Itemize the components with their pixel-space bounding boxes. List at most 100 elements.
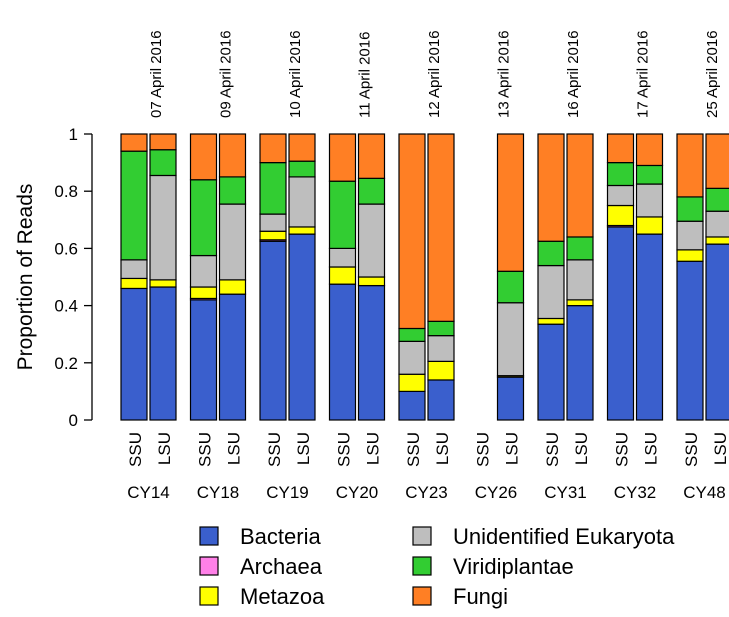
- bar-segment-viridiplantae: [705, 187, 729, 212]
- bar-segment-metazoa: [259, 230, 287, 241]
- bar-segment-unidentified-eukaryota: [120, 259, 148, 280]
- date-label: 12 April 2016: [426, 30, 443, 118]
- site-label: CY20: [336, 483, 379, 502]
- bar-segment-fungi: [149, 133, 177, 151]
- bar-segment-metazoa: [635, 216, 664, 235]
- date-label: 17 April 2016: [635, 30, 652, 118]
- bar-segment-fungi: [537, 133, 565, 242]
- bar-segment-metazoa: [218, 279, 247, 295]
- bar-segment-metazoa: [676, 249, 704, 262]
- bar-segment-unidentified-eukaryota: [566, 259, 594, 301]
- date-label: 11 April 2016: [357, 32, 374, 118]
- site-label: CY19: [266, 483, 309, 502]
- site-label: CY31: [544, 483, 587, 502]
- bar-segment-metazoa: [427, 360, 455, 381]
- bar-segment-unidentified-eukaryota: [218, 203, 247, 281]
- bar-segment-viridiplantae: [149, 149, 177, 177]
- site-label: CY23: [405, 483, 448, 502]
- legend-label-archaea: Archaea: [240, 554, 323, 579]
- bar-segment-viridiplantae: [676, 196, 704, 222]
- bar-segment-unidentified-eukaryota: [635, 183, 664, 218]
- bar-segment-fungi: [566, 133, 594, 238]
- bar-label: LSU: [225, 432, 244, 465]
- bar-segment-viridiplantae: [259, 162, 287, 215]
- bar-segment-unidentified-eukaryota: [149, 174, 177, 281]
- legend-label-fungi: Fungi: [453, 584, 508, 609]
- bar-segment-viridiplantae: [496, 270, 525, 304]
- legend-label-bacteria: Bacteria: [240, 524, 321, 549]
- bar-segment-unidentified-eukaryota: [357, 203, 386, 278]
- bar-segment-metazoa: [189, 286, 218, 300]
- bar-segment-unidentified-eukaryota: [606, 184, 635, 207]
- bar-segment-bacteria: [676, 260, 704, 421]
- bar-segment-bacteria: [189, 299, 218, 421]
- site-label: CY32: [614, 483, 657, 502]
- bar-segment-fungi: [635, 133, 664, 167]
- bar-label: SSU: [404, 432, 423, 467]
- bar-segment-bacteria: [357, 284, 386, 421]
- bar-segment-bacteria: [120, 287, 148, 421]
- bar-segment-viridiplantae: [357, 177, 386, 205]
- bar-segment-bacteria: [606, 226, 635, 421]
- bar-segment-unidentified-eukaryota: [676, 220, 704, 251]
- bar-segment-unidentified-eukaryota: [328, 247, 357, 268]
- bar-segment-fungi: [705, 133, 729, 189]
- bar-segment-bacteria: [537, 323, 565, 421]
- bar-segment-viridiplantae: [189, 179, 218, 257]
- y-tick-label: 0.2: [54, 354, 78, 373]
- bar-segment-metazoa: [288, 226, 316, 235]
- bar-label: SSU: [613, 432, 632, 467]
- bar-segment-viridiplantae: [537, 240, 565, 267]
- legend-swatch-metazoa: [199, 586, 219, 606]
- bar-label: SSU: [474, 432, 493, 467]
- bar-segment-bacteria: [398, 390, 426, 421]
- bar-label: SSU: [126, 432, 145, 467]
- bar-segment-bacteria: [288, 233, 316, 421]
- bar-segment-fungi: [120, 133, 148, 152]
- date-label: 16 April 2016: [565, 30, 582, 118]
- bar-segment-viridiplantae: [120, 150, 148, 261]
- bar-segment-viridiplantae: [398, 327, 426, 342]
- bar-segment-metazoa: [606, 204, 635, 227]
- bar-segment-unidentified-eukaryota: [189, 254, 218, 288]
- bar-segment-fungi: [328, 133, 357, 182]
- bar-segment-fungi: [427, 133, 455, 322]
- bar-segment-unidentified-eukaryota: [259, 213, 287, 232]
- legend-swatch-bacteria: [199, 526, 219, 546]
- bar-segment-metazoa: [398, 373, 426, 392]
- site-label: CY14: [127, 483, 170, 502]
- date-label: 07 April 2016: [148, 30, 165, 118]
- bar-segment-unidentified-eukaryota: [288, 176, 316, 228]
- bar-label: LSU: [642, 432, 661, 465]
- bar-segment-fungi: [218, 133, 247, 178]
- y-tick-label: 0.6: [54, 239, 78, 258]
- bar-segment-metazoa: [705, 236, 729, 245]
- bar-segment-metazoa: [120, 277, 148, 290]
- legend-swatch-viridiplantae: [412, 556, 432, 576]
- bar-segment-fungi: [496, 133, 525, 272]
- date-label: 13 April 2016: [496, 30, 513, 118]
- bar-label: LSU: [572, 432, 591, 465]
- bar-segment-fungi: [288, 133, 316, 162]
- bar-label: SSU: [265, 432, 284, 467]
- bar-segment-bacteria: [427, 379, 455, 421]
- bar-segment-bacteria: [259, 240, 287, 421]
- bar-segment-bacteria: [149, 286, 177, 421]
- bar-label: LSU: [503, 432, 522, 465]
- y-tick-label: 0.4: [54, 297, 78, 316]
- bar-segment-metazoa: [566, 299, 594, 307]
- site-label: CY18: [197, 483, 240, 502]
- bar-segment-unidentified-eukaryota: [398, 340, 426, 375]
- date-label: 10 April 2016: [287, 30, 304, 118]
- y-tick-label: 0: [69, 411, 78, 430]
- date-label: 09 April 2016: [218, 30, 235, 118]
- bar-label: SSU: [543, 432, 562, 467]
- legend-swatch-fungi: [412, 586, 432, 606]
- bar-segment-unidentified-eukaryota: [496, 302, 525, 377]
- bar-segment-viridiplantae: [328, 180, 357, 250]
- bar-segment-bacteria: [566, 305, 594, 421]
- bar-segment-bacteria: [635, 233, 664, 421]
- bar-segment-bacteria: [705, 243, 729, 421]
